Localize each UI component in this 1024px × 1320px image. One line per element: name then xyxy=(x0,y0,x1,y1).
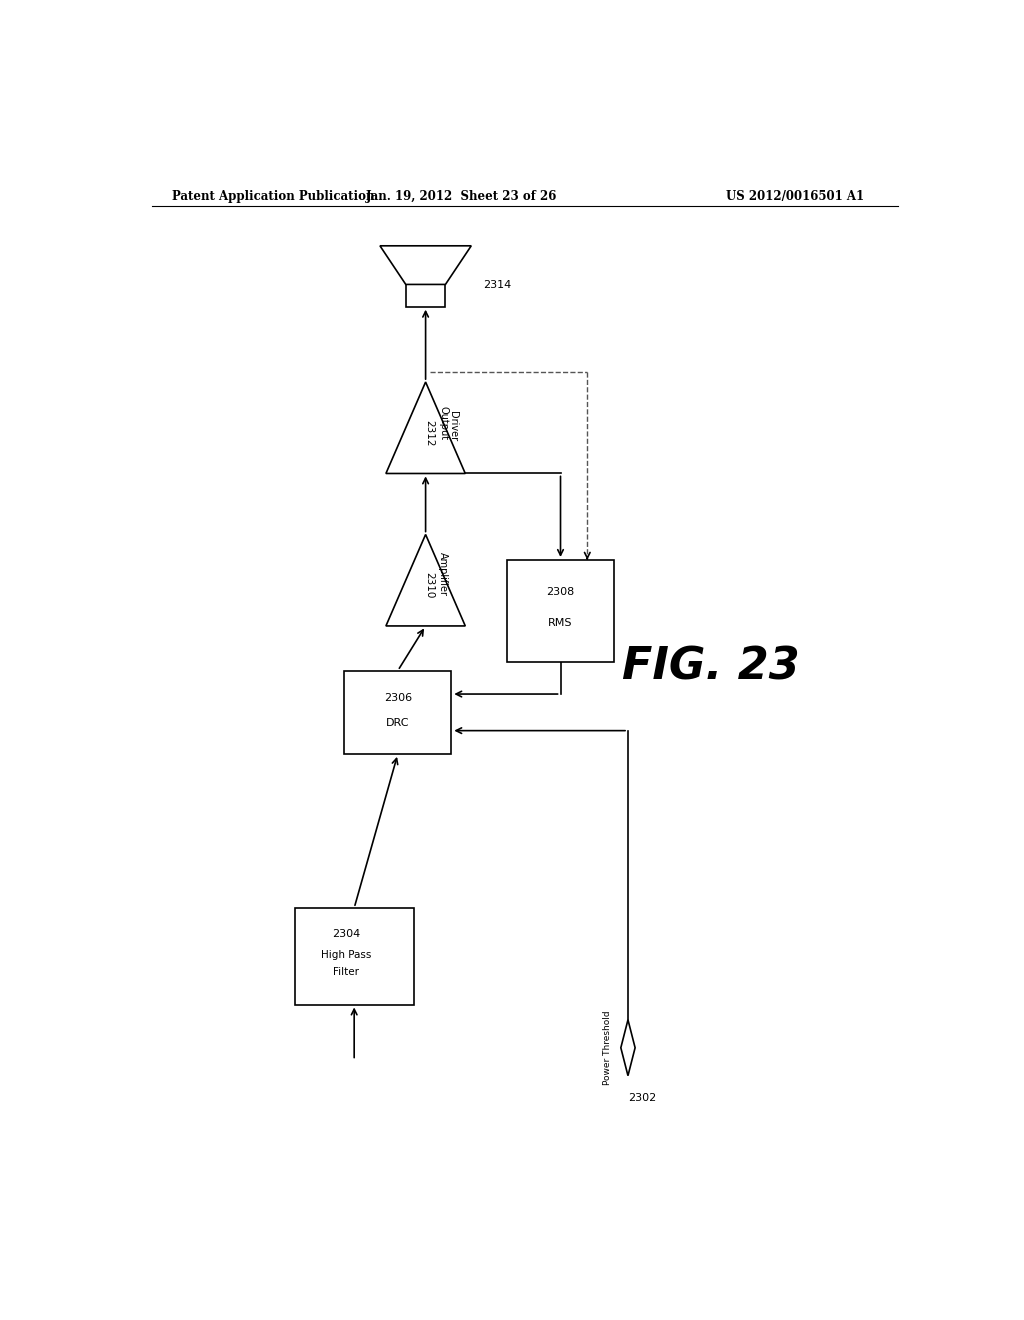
FancyBboxPatch shape xyxy=(507,560,614,661)
Text: Amplifier: Amplifier xyxy=(438,552,449,597)
Text: High Pass: High Pass xyxy=(322,950,372,960)
Text: Filter: Filter xyxy=(333,966,359,977)
Text: Driver: Driver xyxy=(449,411,459,441)
Polygon shape xyxy=(380,246,471,284)
Text: 2302: 2302 xyxy=(628,1093,656,1104)
Text: US 2012/0016501 A1: US 2012/0016501 A1 xyxy=(726,190,863,202)
Text: 2306: 2306 xyxy=(384,693,412,704)
Text: RMS: RMS xyxy=(548,618,572,628)
Text: 2308: 2308 xyxy=(547,587,574,598)
Text: Patent Application Publication: Patent Application Publication xyxy=(172,190,374,202)
FancyBboxPatch shape xyxy=(406,284,445,306)
FancyBboxPatch shape xyxy=(344,671,452,754)
Text: 2304: 2304 xyxy=(332,929,360,939)
Polygon shape xyxy=(621,1020,635,1076)
Text: Power Threshold: Power Threshold xyxy=(603,1010,612,1085)
Text: 2314: 2314 xyxy=(483,280,511,290)
FancyBboxPatch shape xyxy=(295,908,414,1005)
Text: 2310: 2310 xyxy=(425,572,434,598)
Text: FIG. 23: FIG. 23 xyxy=(623,645,800,688)
Polygon shape xyxy=(386,381,465,474)
Text: DRC: DRC xyxy=(386,718,410,727)
Polygon shape xyxy=(386,535,465,626)
Text: Jan. 19, 2012  Sheet 23 of 26: Jan. 19, 2012 Sheet 23 of 26 xyxy=(366,190,557,202)
Text: 2312: 2312 xyxy=(425,420,434,446)
Text: Output: Output xyxy=(438,405,449,440)
